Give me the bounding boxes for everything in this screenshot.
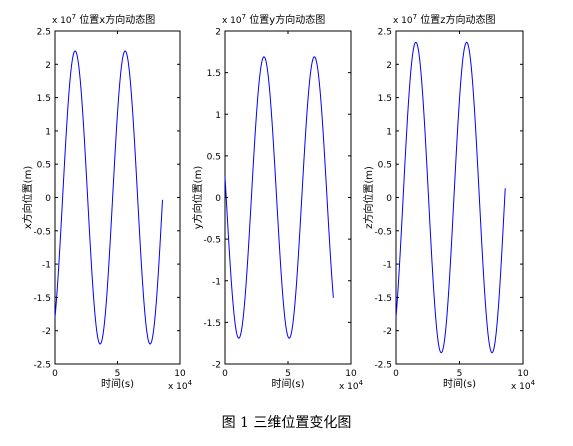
x-multiplier-2: x 104 <box>339 379 364 392</box>
y-tick-label: 0 <box>45 194 51 204</box>
x-axis-label-1: 时间(s) <box>101 377 134 390</box>
figure-caption: 图 1 三维位置变化图 <box>221 415 352 431</box>
y-tick-label: -2.5 <box>374 361 392 371</box>
y-tick-label: -1.5 <box>374 294 392 304</box>
y-tick-label: -2 <box>383 327 392 337</box>
y-tick-label: 0 <box>215 194 221 204</box>
series-line-2 <box>224 56 334 339</box>
y-tick-label: -1.5 <box>33 294 51 304</box>
y-tick-label: 2 <box>386 61 392 71</box>
chart-title-2: x 107 位置y方向动态图 <box>222 13 325 26</box>
x-multiplier-3: x 104 <box>511 379 536 392</box>
y-tick-label: 0.5 <box>378 161 392 171</box>
y-axis-label-1: x方向位置(m) <box>21 166 34 230</box>
x-tick-label: 10 <box>174 369 186 379</box>
y-tick-label: 1 <box>215 111 221 121</box>
x-tick-label: 10 <box>517 369 529 379</box>
y-tick-label: 0.5 <box>37 161 51 171</box>
x-tick-label: 5 <box>457 369 463 379</box>
plot-area-3 <box>395 30 524 365</box>
x-tick-label: 5 <box>285 369 291 379</box>
y-tick-label: 2.5 <box>378 28 392 38</box>
y-tick-label: -1.5 <box>203 319 221 329</box>
y-tick-label: -0.5 <box>33 227 51 237</box>
y-tick-label: -2 <box>212 361 221 371</box>
x-tick-label: 0 <box>393 369 399 379</box>
y-tick-label: 1.5 <box>207 69 221 79</box>
series-line-3 <box>395 41 506 354</box>
plot-area-2 <box>224 30 352 365</box>
x-tick-label: 5 <box>115 369 121 379</box>
y-tick-label: 0.5 <box>207 152 221 162</box>
plot-area-1 <box>54 30 181 365</box>
y-tick-label: 1.5 <box>37 94 51 104</box>
y-axis-label-3: z方向位置(m) <box>362 166 375 229</box>
x-tick-label: 10 <box>345 369 357 379</box>
y-tick-label: 0 <box>386 194 392 204</box>
y-tick-label: 1 <box>386 127 392 137</box>
y-tick-label: 1.5 <box>378 94 392 104</box>
chart-title-1: x 107 位置x方向动态图 <box>52 13 155 26</box>
y-tick-label: -1 <box>212 277 221 287</box>
y-axis-label-2: y方向位置(m) <box>191 166 204 230</box>
x-tick-label: 0 <box>222 369 228 379</box>
y-tick-label: -2.5 <box>33 361 51 371</box>
y-tick-label: 2.5 <box>37 28 51 38</box>
y-tick-label: -1 <box>383 261 392 271</box>
x-axis-label-3: 时间(s) <box>443 377 476 390</box>
series-line-1 <box>54 50 163 345</box>
y-tick-label: 1 <box>45 127 51 137</box>
y-tick-label: -1 <box>42 261 51 271</box>
chart-title-3: x 107 位置z方向动态图 <box>393 13 496 26</box>
y-tick-label: -0.5 <box>374 227 392 237</box>
y-tick-label: -0.5 <box>203 236 221 246</box>
y-tick-label: -2 <box>42 327 51 337</box>
y-tick-label: 2 <box>215 28 221 38</box>
x-multiplier-1: x 104 <box>168 379 193 392</box>
y-tick-label: 2 <box>45 61 51 71</box>
x-tick-label: 0 <box>52 369 58 379</box>
x-axis-label-2: 时间(s) <box>271 377 304 390</box>
